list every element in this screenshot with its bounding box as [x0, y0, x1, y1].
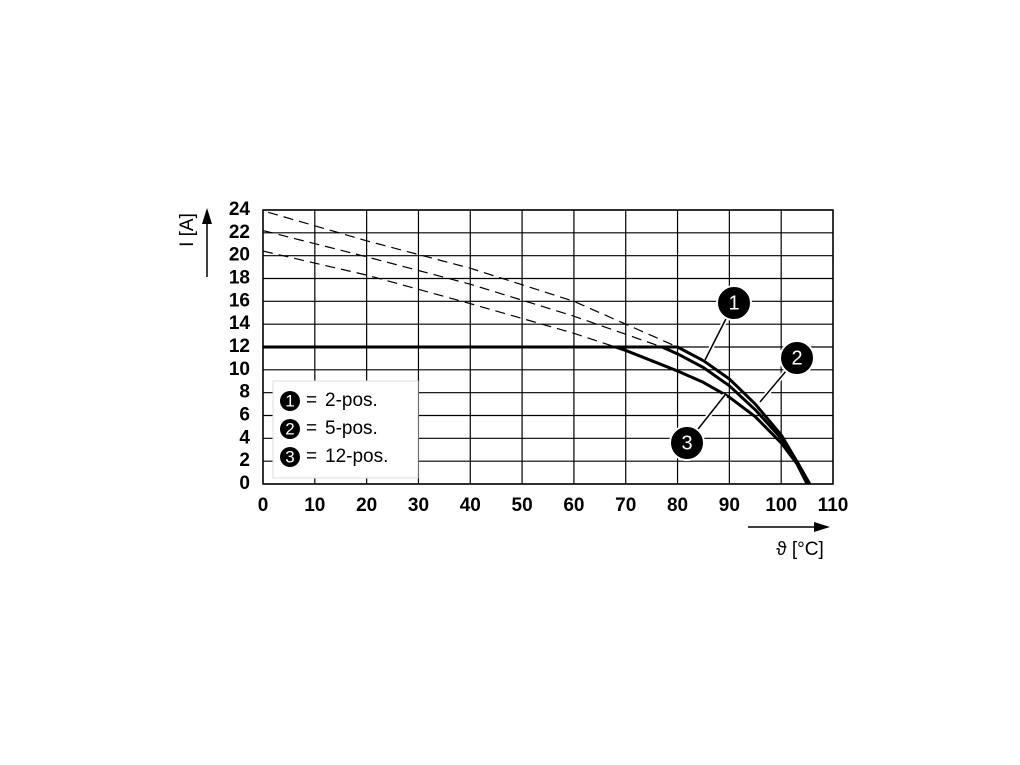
series-line [263, 345, 811, 485]
x-tick-label: 60 [563, 495, 584, 516]
series-line [263, 345, 809, 485]
x-tick-label: 90 [719, 495, 740, 516]
legend-separator: = [306, 390, 317, 411]
y-tick-label: 8 [239, 382, 250, 403]
callout-label: 3 [681, 432, 692, 454]
x-tick-label: 40 [460, 495, 481, 516]
x-tick-label: 110 [818, 495, 849, 516]
y-tick-label: 12 [229, 336, 250, 357]
callout-label: 2 [791, 347, 802, 369]
x-tick-label: 80 [667, 495, 688, 516]
y-tick-label: 14 [229, 313, 251, 334]
legend-label: 5-pos. [325, 418, 378, 439]
x-tick-label: 50 [512, 495, 533, 516]
dashed-line [262, 229, 663, 348]
y-tick-label: 0 [239, 473, 250, 494]
legend-badge-label: 2 [285, 419, 294, 438]
legend-label: 12-pos. [325, 446, 388, 467]
legend-label: 2-pos. [325, 390, 378, 411]
y-tick-label: 24 [229, 199, 251, 220]
legend-separator: = [306, 446, 317, 467]
x-tick-label: 100 [765, 495, 797, 516]
y-tick-label: 10 [229, 359, 250, 380]
x-tick-label: 0 [258, 495, 269, 516]
callout-label: 1 [728, 292, 739, 314]
x-tick-label: 30 [408, 495, 429, 516]
y-axis-arrowhead [202, 208, 212, 224]
callout-circle [716, 285, 752, 321]
legend-badge-label: 3 [285, 447, 294, 466]
x-tick-label: 20 [356, 495, 377, 516]
callout-circle [669, 425, 705, 461]
y-tick-label: 2 [239, 450, 250, 471]
legend-separator: = [306, 418, 317, 439]
callout-circle [779, 340, 815, 376]
legend-badge [280, 391, 300, 411]
legend-badge [280, 447, 300, 467]
y-tick-label: 20 [229, 245, 250, 266]
legend-badge [280, 419, 300, 439]
x-tick-label: 10 [304, 495, 325, 516]
y-tick-label: 18 [229, 268, 250, 289]
y-axis-label: I [A] [177, 213, 198, 247]
dashed-line [268, 211, 678, 348]
y-tick-label: 16 [229, 290, 250, 311]
y-tick-label: 6 [239, 405, 250, 426]
legend-badge-label: 1 [285, 391, 294, 410]
x-axis-label: ϑ [°C] [776, 539, 824, 560]
dashed-line [262, 250, 616, 348]
x-axis-arrowhead [814, 522, 830, 532]
x-tick-label: 70 [615, 495, 636, 516]
y-tick-label: 4 [239, 427, 250, 448]
y-tick-label: 22 [229, 222, 250, 243]
